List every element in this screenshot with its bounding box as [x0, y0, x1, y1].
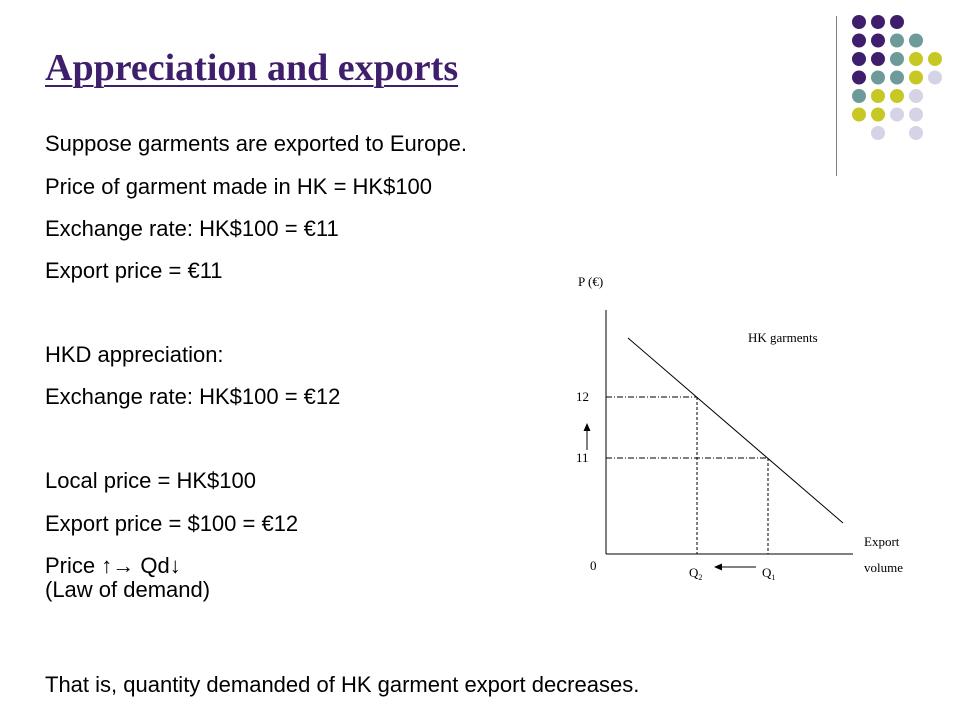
decorative-dot [890, 70, 904, 85]
decorative-dot [852, 33, 866, 48]
decorative-dot [909, 126, 923, 140]
demand-curve [627, 337, 844, 524]
decorative-dot [871, 107, 885, 122]
price-up-arrowhead [583, 423, 591, 431]
q2-label: Q2 [689, 565, 702, 582]
decorative-dot-grid [852, 15, 942, 140]
body-line-4: Export price = €11 [45, 258, 223, 283]
body-line-5: HKD appreciation: [45, 342, 224, 367]
decorative-dot [852, 89, 866, 103]
y-axis-label: P (€) [578, 274, 603, 289]
decorative-dot [871, 89, 885, 103]
body-line-7: Local price = HK$100 [45, 468, 256, 493]
decorative-dot [890, 107, 904, 122]
demand-curve-label: HK garments [748, 330, 818, 345]
body-line-11: That is, quantity demanded of HK garment… [45, 672, 640, 697]
x-axis-label-export: Export [864, 534, 900, 549]
x-axis-label-volume: volume [864, 560, 903, 575]
decorative-dot [852, 70, 866, 85]
qd-down-text: Qd↓ [140, 553, 181, 578]
origin-label: 0 [590, 558, 597, 573]
price-12-label: 12 [576, 389, 589, 404]
decorative-dot [871, 52, 885, 66]
decorative-dot [909, 70, 923, 85]
price-11-label: 11 [576, 450, 589, 465]
decorative-dot [852, 107, 866, 122]
decorative-dot [928, 70, 942, 85]
decorative-dot [909, 107, 923, 122]
decorative-dot [890, 89, 904, 103]
decorative-dot [852, 52, 866, 66]
decorative-dot [909, 52, 923, 66]
decorative-dot [852, 15, 866, 29]
demand-diagram: P (€) HK garments 12 11 0 Q2 Q1 Export v… [576, 274, 903, 582]
decorative-dot [871, 70, 885, 85]
price-up-text: Price ↑ [45, 553, 113, 578]
body-line-2: Price of garment made in HK = HK$100 [45, 174, 433, 199]
body-line-8: Export price = $100 = €12 [45, 511, 299, 536]
decorative-dot [890, 33, 904, 48]
decorative-divider [836, 16, 837, 176]
quantity-left-arrowhead [714, 563, 722, 571]
decorative-dot [871, 33, 885, 48]
decorative-dot [871, 126, 885, 140]
body-line-10: (Law of demand) [45, 577, 211, 602]
decorative-dot [890, 15, 904, 29]
q1-label: Q1 [762, 565, 775, 582]
body-line-3: Exchange rate: HK$100 = €11 [45, 216, 339, 241]
decorative-dot [890, 52, 904, 66]
body-line-6: Exchange rate: HK$100 = €12 [45, 384, 341, 409]
decorative-dot [871, 15, 885, 29]
body-line-9: Price ↑→ Qd↓ [45, 553, 181, 578]
decorative-dot [909, 89, 923, 103]
body-line-1: Suppose garments are exported to Europe. [45, 131, 467, 156]
slide-title: Appreciation and exports [45, 47, 459, 89]
decorative-dot [928, 52, 942, 66]
decorative-dot [909, 33, 923, 48]
